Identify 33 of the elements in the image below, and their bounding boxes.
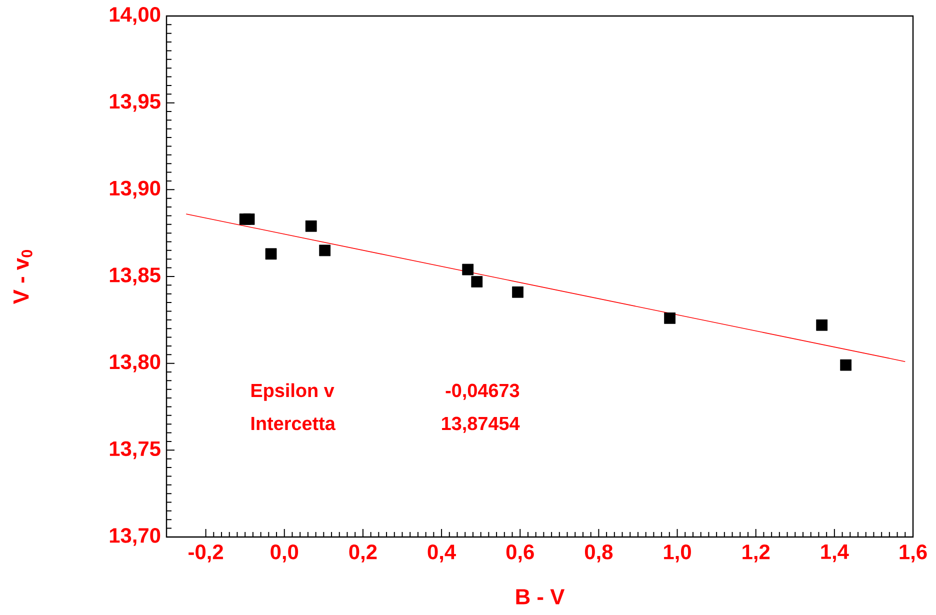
annotation: 13,87454: [442, 416, 520, 433]
point: [265, 248, 277, 260]
x-tick-label: 0,2: [349, 544, 377, 562]
y-tick-label: 13,85: [110, 268, 160, 286]
y-tick-label: 13,90: [110, 180, 160, 199]
y-tick-label: 13,75: [110, 441, 160, 460]
point: [816, 319, 828, 331]
x-tick-label: 0,6: [506, 544, 534, 562]
point: [243, 213, 255, 225]
x-tick-label: -0,2: [188, 544, 223, 562]
x-tick-label: 1,4: [821, 544, 849, 562]
x-tick-label: 0,4: [428, 544, 456, 562]
point: [471, 276, 483, 288]
x-tick-label: 0,8: [584, 544, 613, 562]
point: [319, 244, 331, 256]
x-tick-label: 1,2: [742, 544, 770, 562]
y-tick-label: 13,80: [110, 354, 160, 372]
point: [305, 220, 317, 232]
x-tick-label: 1,6: [900, 544, 927, 562]
x-axis-title: B - V: [516, 589, 565, 604]
x-tick-label: 1,0: [664, 544, 691, 562]
point: [462, 264, 474, 276]
point: [664, 312, 676, 324]
y-axis-title: V - v$_{0}$: [14, 250, 32, 304]
y-tick-label: 14,00: [110, 7, 160, 25]
annotation: -0,04673: [446, 384, 520, 400]
point: [840, 359, 852, 371]
point: [512, 286, 524, 298]
x-tick-label: 0,0: [270, 544, 298, 562]
annotation: Epsilon v: [251, 383, 334, 401]
y-tick-label: 13,95: [110, 94, 160, 112]
y-tick-label: 13,70: [110, 528, 160, 546]
annotation: Intercetta: [251, 416, 336, 430]
